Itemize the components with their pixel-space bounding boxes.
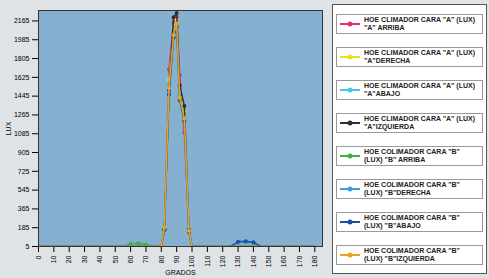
svg-text:130: 130 xyxy=(234,255,241,267)
svg-text:170: 170 xyxy=(296,255,303,267)
svg-text:725: 725 xyxy=(18,168,30,175)
svg-text:70: 70 xyxy=(142,255,149,263)
svg-text:10: 10 xyxy=(50,255,57,263)
svg-text:30: 30 xyxy=(81,255,88,263)
svg-text:160: 160 xyxy=(280,255,287,267)
svg-text:1805: 1805 xyxy=(14,55,30,62)
html-text:HOE COLIMADOR CARA "B" (LUX) ": HOE COLIMADOR CARA "B" (LUX) "B"IZQUIERD… xyxy=(364,246,460,262)
svg-text:GRADOS: GRADOS xyxy=(165,269,196,276)
svg-text:90: 90 xyxy=(173,255,180,263)
svg-text:40: 40 xyxy=(96,255,103,263)
svg-text:2165: 2165 xyxy=(14,17,30,24)
svg-text:1085: 1085 xyxy=(14,130,30,137)
svg-text:5: 5 xyxy=(26,243,30,250)
svg-text:1445: 1445 xyxy=(14,92,30,99)
html-text:HOE CLIMADOR CARA "A" (LUX) "A: HOE CLIMADOR CARA "A" (LUX) "A"DERECHA xyxy=(364,48,475,64)
html-text:HOE COLIMADOR CARA "B" (LUX) ": HOE COLIMADOR CARA "B" (LUX) "B"DERECHA xyxy=(364,180,460,196)
svg-text:120: 120 xyxy=(219,255,226,267)
svg-text:180: 180 xyxy=(311,255,318,267)
svg-text:545: 545 xyxy=(18,186,30,193)
svg-text:185: 185 xyxy=(18,224,30,231)
svg-text:1985: 1985 xyxy=(14,36,30,43)
svg-text:0: 0 xyxy=(35,255,42,259)
svg-text:905: 905 xyxy=(18,149,30,156)
svg-text:LUX: LUX xyxy=(5,121,12,135)
html-text:HOE COLIMADOR CARA "B" (LUX) ": HOE COLIMADOR CARA "B" (LUX) "B"ABAJO xyxy=(364,213,460,229)
html-text:HOE CLIMADOR CARA "A" (LUX) "A: HOE CLIMADOR CARA "A" (LUX) "A" ARRIBA xyxy=(364,15,475,31)
svg-text:365: 365 xyxy=(18,205,30,212)
svg-text:110: 110 xyxy=(204,255,211,266)
svg-text:140: 140 xyxy=(250,255,257,267)
html-text:HOE COLIMADOR CARA "B" (LUX) ": HOE COLIMADOR CARA "B" (LUX) "B" ARRIBA xyxy=(364,147,460,163)
svg-text:50: 50 xyxy=(111,255,118,263)
svg-text:20: 20 xyxy=(65,255,72,263)
svg-text:80: 80 xyxy=(158,255,165,263)
svg-text:100: 100 xyxy=(188,255,195,267)
svg-text:1265: 1265 xyxy=(14,111,30,118)
svg-text:1625: 1625 xyxy=(14,74,30,81)
svg-text:150: 150 xyxy=(265,255,272,267)
html-text:HOE CLIMADOR CARA "A" (LUX) "A: HOE CLIMADOR CARA "A" (LUX) "A"IZQUIERDA xyxy=(364,114,475,130)
html-text:HOE CLIMADOR CARA "A" (LUX) "A: HOE CLIMADOR CARA "A" (LUX) "A"ABAJO xyxy=(364,81,475,97)
svg-text:60: 60 xyxy=(127,255,134,263)
